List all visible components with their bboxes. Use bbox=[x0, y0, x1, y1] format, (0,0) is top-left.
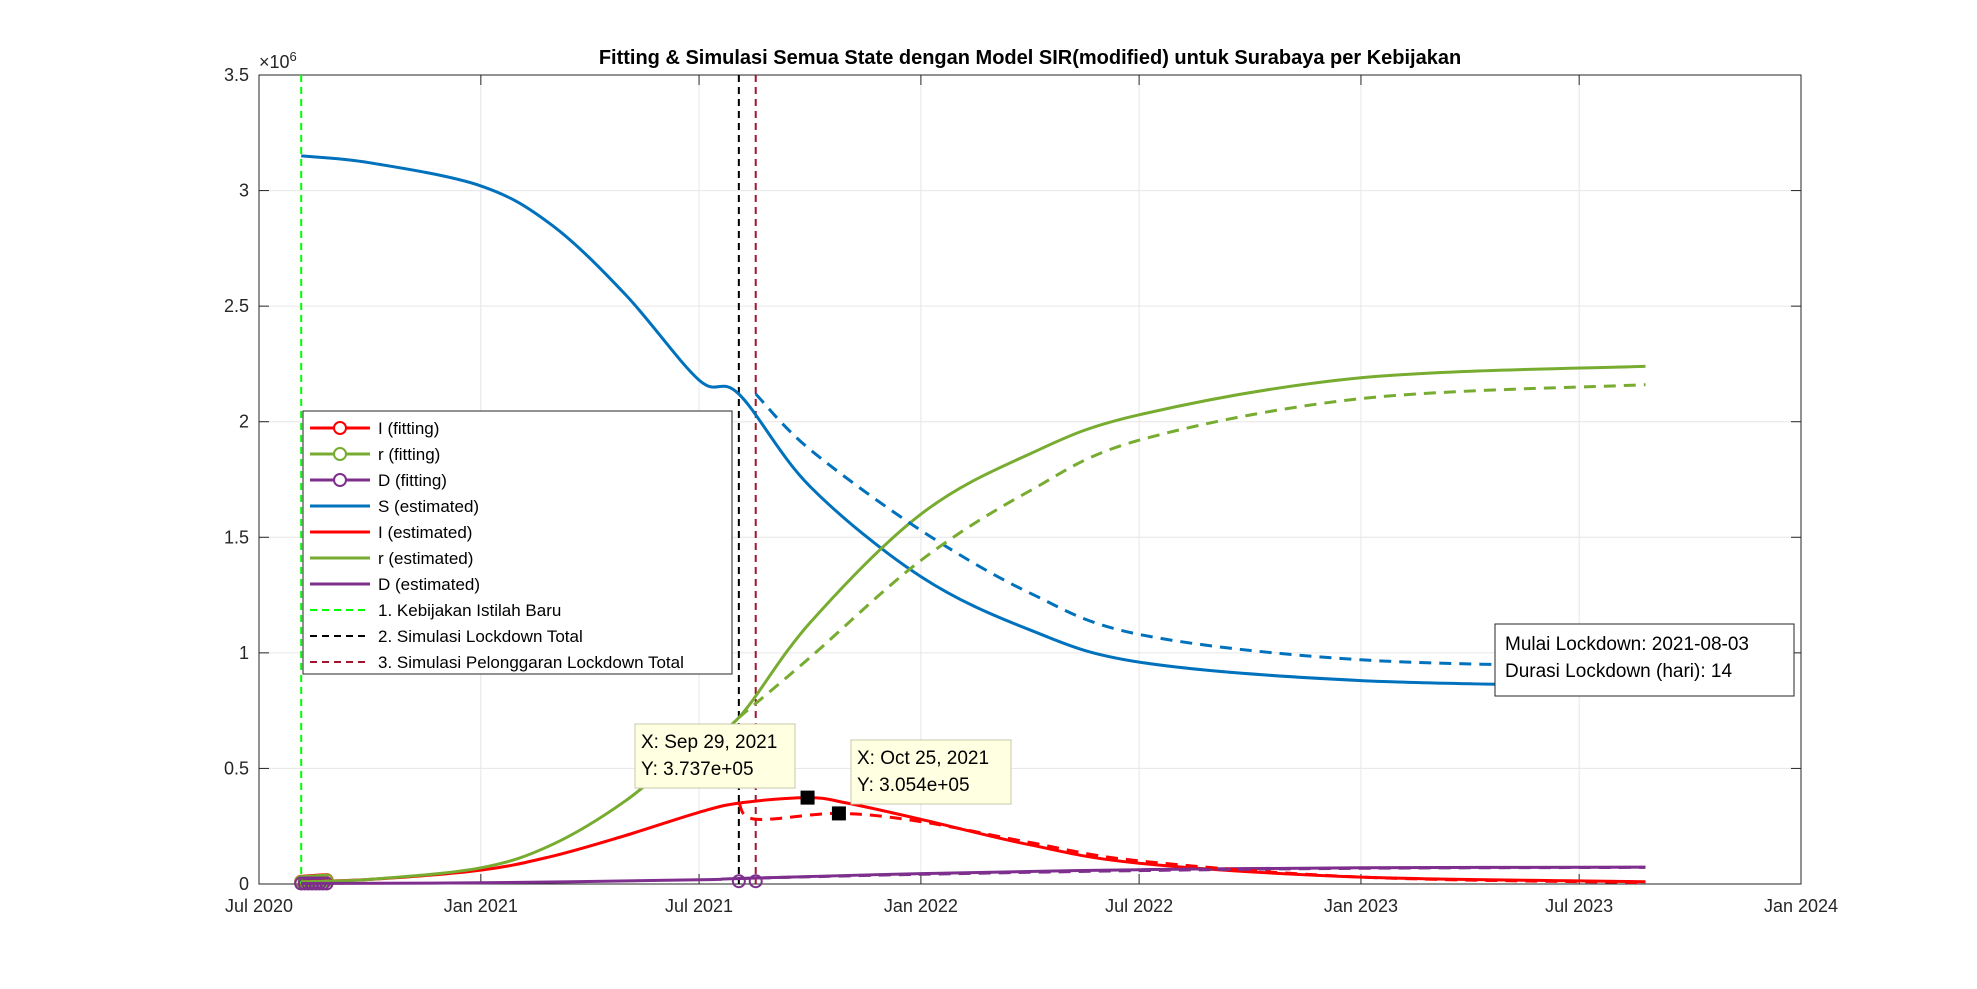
x-tick-label: Jul 2022 bbox=[1105, 896, 1173, 916]
legend-label: r (estimated) bbox=[378, 549, 473, 568]
y-tick-label: 2 bbox=[239, 412, 249, 432]
datatip-x-label: X: Sep 29, 2021 bbox=[641, 732, 777, 753]
datatip-y-label: Y: 3.737e+05 bbox=[641, 759, 754, 780]
chart-title: Fitting & Simulasi Semua State dengan Mo… bbox=[599, 47, 1461, 69]
legend: I (fitting) r (fitting) D (fitting) S (esti… bbox=[302, 410, 733, 675]
datatip-x-label: X: Oct 25, 2021 bbox=[857, 748, 989, 769]
legend-marker bbox=[333, 473, 347, 487]
info-box-line: Durasi Lockdown (hari): 14 bbox=[1505, 661, 1732, 682]
info-box-line: Mulai Lockdown: 2021-08-03 bbox=[1505, 634, 1749, 655]
datatips[interactable]: X: Sep 29, 2021 Y: 3.737e+05 X: Oct 25, 20… bbox=[634, 723, 1012, 821]
datatip-marker[interactable] bbox=[831, 806, 846, 821]
y-axis-exponent-power: 6 bbox=[290, 49, 297, 64]
y-tick-label: 0.5 bbox=[224, 758, 249, 778]
datatip-marker[interactable] bbox=[800, 790, 815, 805]
y-tick-label: 3.5 bbox=[224, 65, 249, 85]
series-line bbox=[737, 383, 1646, 719]
axes bbox=[258, 74, 1802, 885]
series-line bbox=[301, 154, 1646, 688]
series-line bbox=[754, 392, 1646, 669]
legend-label: D (fitting) bbox=[378, 471, 447, 490]
x-tick-label: Jul 2023 bbox=[1545, 896, 1613, 916]
x-tick-label: Jul 2020 bbox=[225, 896, 293, 916]
legend-box bbox=[302, 410, 733, 675]
info-box-frame bbox=[1494, 623, 1795, 697]
legend-label: I (fitting) bbox=[378, 419, 439, 438]
legend-label: 2. Simulasi Lockdown Total bbox=[378, 627, 583, 646]
series-line bbox=[301, 364, 1646, 884]
y-tick-label: 0 bbox=[239, 874, 249, 894]
axes-box bbox=[258, 74, 1802, 885]
x-tick-label: Jan 2024 bbox=[1764, 896, 1838, 916]
y-tick-label: 1 bbox=[239, 643, 249, 663]
series-line bbox=[737, 802, 1646, 885]
x-tick-label: Jan 2023 bbox=[1324, 896, 1398, 916]
datatip-y-label: Y: 3.054e+05 bbox=[857, 775, 970, 796]
legend-label: I (estimated) bbox=[378, 523, 472, 542]
lockdown-info-box: Mulai Lockdown: 2021-08-03 Durasi Lockdow… bbox=[1494, 623, 1795, 697]
legend-label: 3. Simulasi Pelonggaran Lockdown Total bbox=[378, 653, 684, 672]
plot-series bbox=[294, 154, 1646, 891]
datatip-box[interactable] bbox=[634, 723, 796, 789]
legend-label: r (fitting) bbox=[378, 445, 440, 464]
y-tick-label: 3 bbox=[239, 181, 249, 201]
fitting-marker bbox=[731, 874, 746, 889]
series-line bbox=[738, 865, 1646, 880]
x-tick-label: Jul 2021 bbox=[665, 896, 733, 916]
datatip-box[interactable] bbox=[850, 739, 1012, 805]
y-axis-exponent-base: ×10 bbox=[259, 52, 290, 72]
legend-marker bbox=[333, 421, 347, 435]
legend-label: 1. Kebijakan Istilah Baru bbox=[378, 601, 561, 620]
tick-labels: Jul 2020 Jan 2021 Jul 2021 Jan 2022 Jul 2022… bbox=[224, 65, 1838, 916]
y-tick-label: 1.5 bbox=[224, 527, 249, 547]
x-tick-label: Jan 2022 bbox=[884, 896, 958, 916]
fitting-marker bbox=[748, 874, 763, 889]
legend-label: D (estimated) bbox=[378, 575, 480, 594]
x-tick-label: Jan 2021 bbox=[444, 896, 518, 916]
legend-label: S (estimated) bbox=[378, 497, 479, 516]
y-axis-exponent: ×106 bbox=[259, 49, 297, 73]
y-tick-label: 2.5 bbox=[224, 296, 249, 316]
legend-marker bbox=[333, 447, 347, 461]
